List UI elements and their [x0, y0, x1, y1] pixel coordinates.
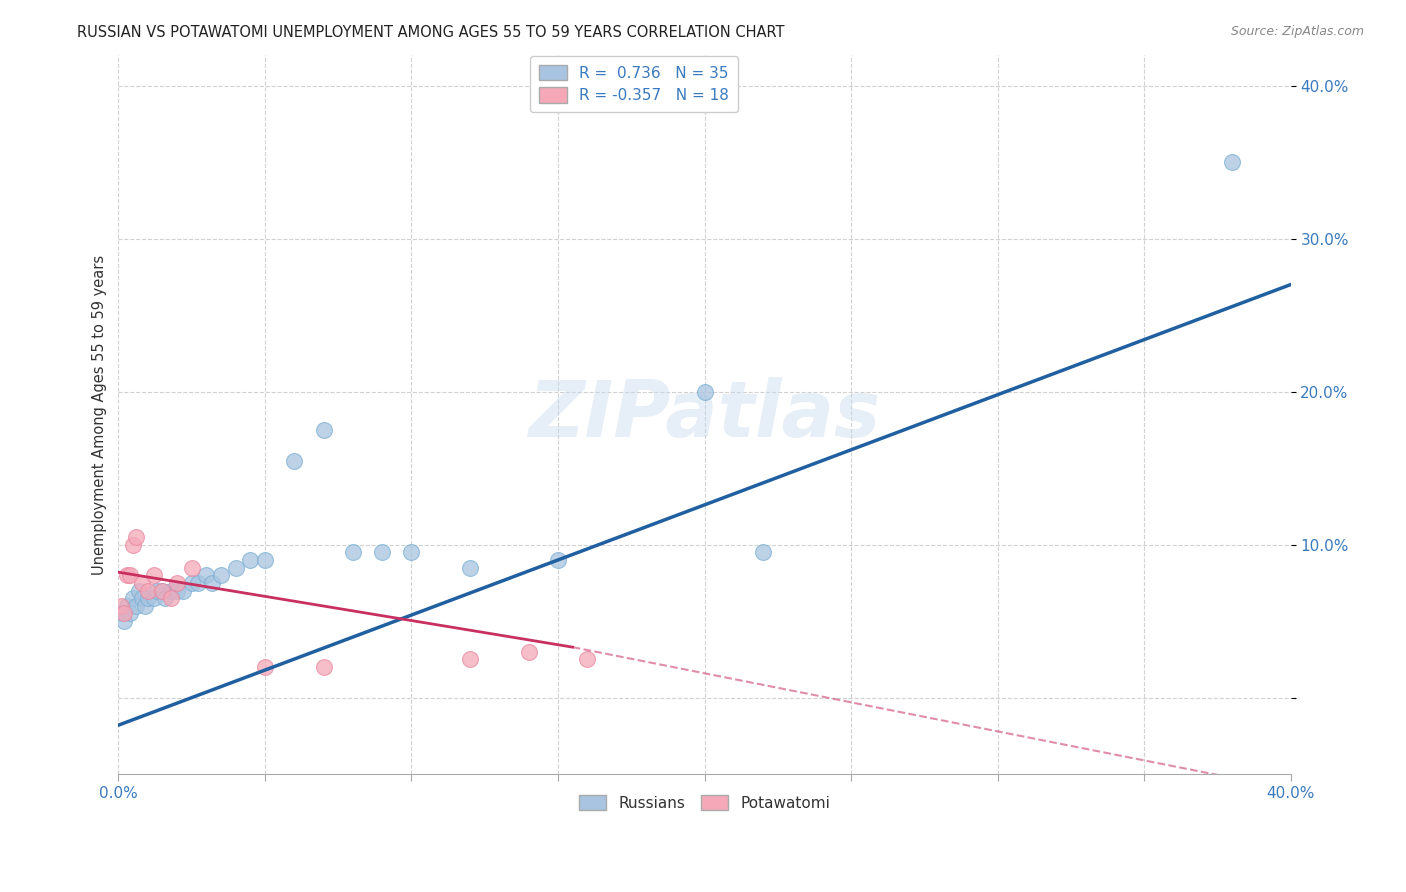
Text: RUSSIAN VS POTAWATOMI UNEMPLOYMENT AMONG AGES 55 TO 59 YEARS CORRELATION CHART: RUSSIAN VS POTAWATOMI UNEMPLOYMENT AMONG… — [77, 25, 785, 40]
Point — [180, 560, 202, 574]
Point — [112, 614, 135, 628]
Point — [458, 560, 481, 574]
Point — [166, 575, 188, 590]
Point — [115, 568, 138, 582]
Y-axis label: Unemployment Among Ages 55 to 59 years: Unemployment Among Ages 55 to 59 years — [93, 254, 107, 574]
Point — [131, 575, 153, 590]
Point — [142, 568, 165, 582]
Point — [283, 453, 305, 467]
Legend: Russians, Potawatomi: Russians, Potawatomi — [572, 789, 837, 817]
Point — [110, 607, 132, 621]
Point — [253, 553, 276, 567]
Point — [122, 538, 145, 552]
Point — [110, 599, 132, 613]
Point — [160, 591, 183, 606]
Point — [131, 591, 153, 606]
Point — [145, 583, 167, 598]
Point — [517, 645, 540, 659]
Point — [152, 583, 174, 598]
Point — [136, 591, 159, 606]
Point — [342, 545, 364, 559]
Point — [253, 660, 276, 674]
Point — [112, 607, 135, 621]
Point — [225, 560, 247, 574]
Point — [312, 423, 335, 437]
Point — [155, 591, 177, 606]
Point — [166, 583, 188, 598]
Point — [547, 553, 569, 567]
Point — [122, 591, 145, 606]
Point — [693, 384, 716, 399]
Point — [1220, 155, 1243, 169]
Point — [752, 545, 775, 559]
Point — [134, 599, 156, 613]
Point — [120, 568, 142, 582]
Point — [128, 583, 150, 598]
Point — [401, 545, 423, 559]
Point — [115, 599, 138, 613]
Point — [195, 568, 218, 582]
Point — [209, 568, 232, 582]
Point — [125, 530, 148, 544]
Point — [371, 545, 394, 559]
Point — [312, 660, 335, 674]
Point — [152, 583, 174, 598]
Point — [160, 583, 183, 598]
Point — [458, 652, 481, 666]
Point — [120, 607, 142, 621]
Point — [142, 591, 165, 606]
Point — [180, 575, 202, 590]
Point — [576, 652, 599, 666]
Point — [172, 583, 194, 598]
Point — [136, 583, 159, 598]
Text: ZIPatlas: ZIPatlas — [529, 376, 880, 452]
Point — [187, 575, 209, 590]
Point — [201, 575, 224, 590]
Point — [239, 553, 262, 567]
Text: Source: ZipAtlas.com: Source: ZipAtlas.com — [1230, 25, 1364, 38]
Point — [125, 599, 148, 613]
